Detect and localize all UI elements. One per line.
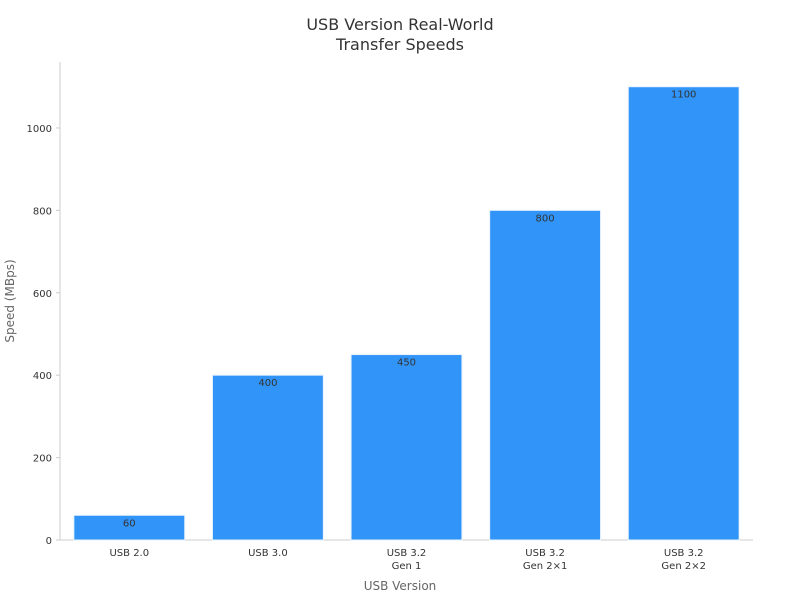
y-tick-label: 1000 [27, 124, 52, 135]
x-tick-label: USB 3.2 Gen 2×2 [661, 548, 706, 572]
bar [489, 209, 602, 541]
bar [350, 354, 463, 541]
value-label: 450 [397, 358, 416, 369]
x-tick-label: USB 2.0 [109, 548, 149, 559]
value-label: 1100 [671, 90, 696, 101]
value-label: 60 [123, 518, 136, 529]
y-tick-label: 800 [33, 206, 52, 217]
bar [73, 514, 186, 541]
x-tick-label: USB 3.2 Gen 2×1 [523, 548, 568, 572]
value-label: 400 [258, 378, 277, 389]
bar [627, 86, 740, 541]
chart-title: USB Version Real-World Transfer Speeds [306, 15, 493, 54]
x-tick-label: USB 3.0 [248, 548, 288, 559]
x-tick-label: USB 3.2 Gen 1 [387, 548, 427, 572]
y-axis-label: Speed (MBps) [3, 259, 17, 342]
value-label: 800 [536, 213, 555, 224]
y-tick-label: 200 [33, 454, 52, 465]
y-tick-label: 400 [33, 371, 52, 382]
y-tick-label: 600 [33, 289, 52, 300]
y-tick-label: 0 [46, 536, 52, 547]
bar [211, 374, 324, 541]
x-axis-label: USB Version [364, 579, 437, 593]
